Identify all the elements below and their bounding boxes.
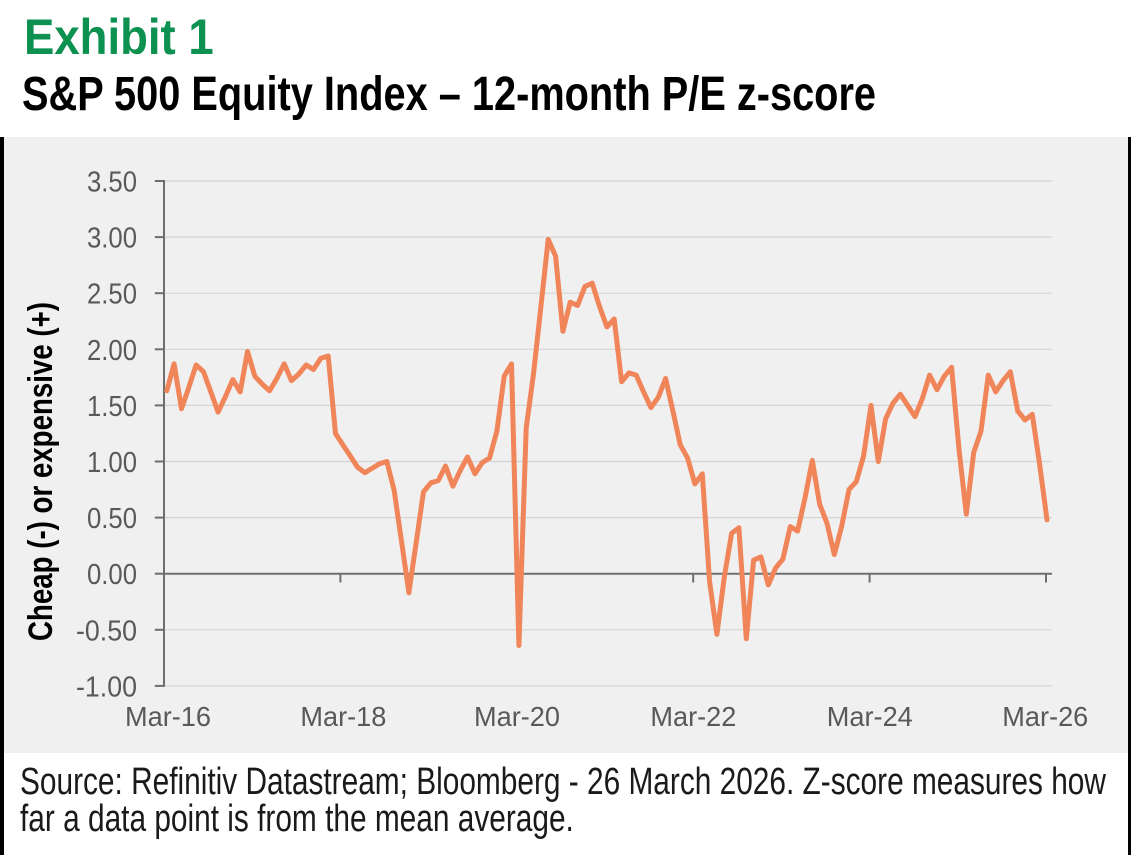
svg-text:1.00: 1.00 <box>87 447 137 479</box>
svg-text:3.00: 3.00 <box>87 223 137 255</box>
svg-text:3.50: 3.50 <box>87 167 137 199</box>
svg-text:1.50: 1.50 <box>87 391 137 423</box>
svg-text:2.00: 2.00 <box>87 335 137 367</box>
svg-text:Mar-20: Mar-20 <box>474 701 560 732</box>
svg-text:0.50: 0.50 <box>87 503 137 535</box>
svg-text:Mar-16: Mar-16 <box>125 701 211 732</box>
svg-text:-1.00: -1.00 <box>76 671 137 703</box>
svg-text:0.00: 0.00 <box>87 559 137 591</box>
svg-text:Mar-24: Mar-24 <box>827 701 913 732</box>
svg-text:Mar-18: Mar-18 <box>300 701 386 732</box>
svg-text:Mar-22: Mar-22 <box>650 701 736 732</box>
svg-text:Mar-26: Mar-26 <box>1002 701 1088 732</box>
svg-text:2.50: 2.50 <box>87 279 137 311</box>
svg-text:-0.50: -0.50 <box>76 615 137 647</box>
svg-text:Cheap (-) or expensive (+): Cheap (-) or expensive (+) <box>21 302 59 641</box>
